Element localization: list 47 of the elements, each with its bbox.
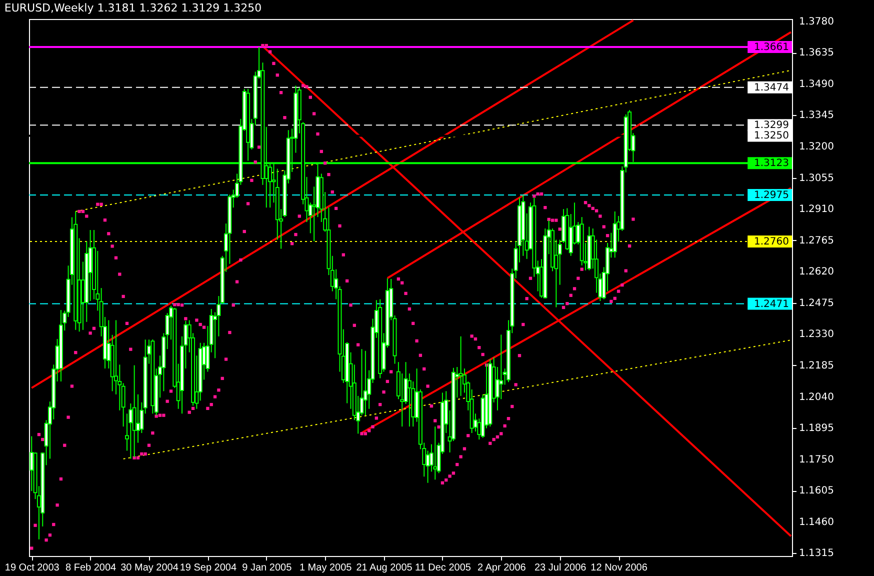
ref-line-label: 1.3474 (754, 82, 789, 94)
x-tick-label: 21 Aug 2005 (356, 562, 413, 574)
candlestick (433, 426, 438, 480)
candlestick (128, 402, 133, 460)
ref-line-label: 1.2975 (754, 190, 789, 202)
x-tick-label: 19 Oct 2003 (4, 562, 60, 574)
y-tick-label: 1.2185 (799, 360, 834, 372)
x-tick-label: 23 Jul 2006 (534, 562, 587, 574)
y-tick-label: 1.3200 (799, 142, 834, 153)
y-tick-label: 1.1460 (799, 516, 834, 528)
candlestick (363, 350, 368, 416)
x-tick-label: 1 May 2005 (299, 562, 352, 574)
x-tick-label: 30 May 2004 (120, 562, 179, 574)
candlestick (400, 372, 404, 428)
candlestick (136, 394, 140, 444)
x-tick-label: 19 Sep 2004 (180, 562, 237, 574)
y-tick-label: 1.2620 (799, 266, 834, 278)
y-tick-label: 1.1750 (799, 454, 834, 466)
y-tick-label: 1.2330 (799, 329, 834, 340)
candlestick (132, 364, 136, 458)
y-tick-label: 1.2765 (799, 235, 834, 246)
y-tick-label: 1.2040 (799, 392, 834, 403)
y-tick-label: 1.3345 (799, 110, 834, 122)
chart-title: EURUSD,Weekly 1.3181 1.3262 1.3129 1.3250 (4, 1, 262, 14)
candlestick (499, 334, 504, 400)
x-tick-label: 12 Nov 2006 (590, 562, 648, 574)
x-tick-label: 11 Dec 2005 (414, 562, 472, 574)
x-tick-label: 9 Jan 2005 (242, 562, 292, 574)
y-tick-label: 1.1315 (799, 548, 834, 560)
y-tick-label: 1.3490 (799, 78, 834, 90)
y-tick-label: 1.3635 (799, 48, 834, 59)
ref-line-label: 1.3250 (754, 130, 789, 142)
y-tick-label: 1.3780 (799, 16, 834, 28)
y-tick-label: 1.2910 (799, 204, 834, 216)
y-tick-label: 1.1605 (799, 486, 834, 497)
ref-line-label: 1.3661 (754, 42, 789, 54)
candlestick (407, 372, 412, 428)
ref-line-label: 1.3123 (754, 158, 789, 170)
ref-line-label: 1.3299 (754, 120, 789, 132)
y-tick-label: 1.2475 (799, 298, 834, 309)
x-tick-label: 8 Feb 2004 (66, 562, 117, 574)
candlestick (458, 336, 463, 396)
ref-line-label: 1.2471 (754, 298, 789, 310)
y-tick-label: 1.3055 (799, 172, 834, 184)
x-tick-label: 2 Apr 2006 (477, 562, 526, 574)
y-tick-label: 1.1895 (799, 423, 834, 434)
ref-line-label: 1.2760 (754, 236, 789, 248)
